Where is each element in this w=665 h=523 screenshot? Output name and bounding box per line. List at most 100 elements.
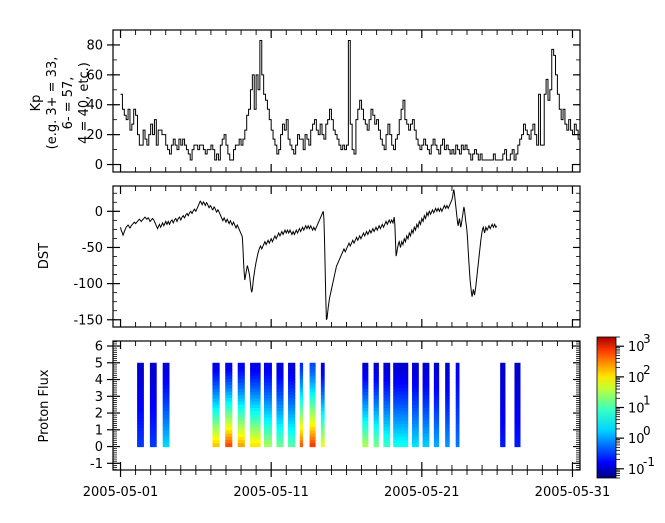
proton-flux-cell — [237, 411, 245, 415]
proton-flux-cell — [263, 443, 272, 448]
proton-flux-cell — [500, 385, 506, 390]
proton-flux-cell — [276, 436, 284, 441]
proton-flux-cell — [373, 366, 379, 370]
proton-flux-cell — [412, 385, 419, 390]
proton-flux-cell — [433, 430, 440, 435]
proton-flux-cell — [299, 369, 304, 374]
proton-flux-cell — [212, 378, 220, 383]
proton-flux-cell — [422, 433, 430, 438]
proton-flux-cell — [250, 427, 261, 432]
proton-flux-cell — [237, 436, 245, 441]
proton-flux-cell — [373, 411, 379, 415]
proton-flux-bar — [412, 362, 419, 448]
proton-flux-cell — [263, 430, 272, 435]
proton-flux-cell — [212, 430, 220, 435]
proton-flux-cell — [445, 391, 450, 396]
proton-flux-cell — [412, 411, 419, 415]
proton-flux-cell — [225, 382, 233, 386]
proton-flux-cell — [237, 388, 245, 393]
proton-flux-cell — [276, 414, 284, 419]
proton-flux-bar — [276, 362, 284, 448]
proton-flux-cell — [373, 430, 379, 435]
proton-flux-cell — [393, 417, 409, 422]
proton-flux-cell — [412, 417, 419, 422]
proton-flux-cell — [500, 430, 506, 435]
proton-flux-cell — [362, 362, 369, 367]
proton-flux-bar — [373, 362, 379, 448]
proton-flux-cell — [149, 375, 157, 380]
proton-flux-cell — [433, 423, 440, 428]
proton-flux-cell — [320, 420, 325, 425]
proton-flux-bar — [299, 362, 304, 448]
proton-flux-cell — [225, 362, 233, 367]
proton-flux-cell — [320, 423, 325, 428]
kp-axis-ticks: 0 20 40 60 80 — [86, 29, 580, 173]
proton-flux-cell — [422, 375, 430, 380]
proton-flux-cell — [433, 362, 440, 367]
proton-flux-cell — [320, 372, 325, 377]
proton-flux-cell — [263, 436, 272, 441]
proton-flux-cell — [263, 401, 272, 406]
proton-flux-cell — [299, 382, 304, 386]
proton-flux-cell — [393, 440, 409, 444]
y-tick-label: 4 — [95, 373, 103, 388]
proton-flux-cell — [162, 382, 170, 386]
proton-flux-cell — [288, 362, 296, 367]
dst-panel-frame — [112, 185, 581, 328]
proton-flux-cell — [137, 411, 144, 415]
proton-flux-cell — [422, 366, 430, 370]
y-tick-label: 20 — [86, 128, 103, 143]
proton-flux-cell — [237, 369, 245, 374]
proton-flux-cell — [276, 378, 284, 383]
proton-flux-cell — [276, 375, 284, 380]
proton-flux-cell — [362, 378, 369, 383]
proton-flux-cell — [237, 391, 245, 396]
proton-flux-cell — [445, 423, 450, 428]
proton-flux-cell — [137, 443, 144, 448]
proton-flux-cell — [299, 420, 304, 425]
proton-flux-cell — [445, 378, 450, 383]
proton-flux-cell — [225, 391, 233, 396]
proton-flux-cell — [276, 443, 284, 448]
proton-flux-cell — [412, 369, 419, 374]
colorbar-tick-base: 10 — [628, 463, 645, 478]
proton-flux-cell — [225, 423, 233, 428]
y-tick-label: 1 — [95, 423, 103, 438]
proton-flux-cell — [320, 382, 325, 386]
proton-flux-cell — [299, 404, 304, 409]
proton-flux-cell — [212, 423, 220, 428]
kp-ylabel-line-3: 4 = 40, etc.) — [77, 62, 92, 144]
kp-series-line — [120, 39, 580, 161]
proton-flux-cell — [514, 382, 521, 386]
proton-flux-cell — [412, 436, 419, 441]
proton-flux-cell — [383, 401, 391, 406]
proton-flux-cell — [263, 407, 272, 412]
proton-flux-cell — [514, 427, 521, 432]
proton-flux-cell — [288, 398, 296, 403]
proton-flux-cell — [162, 388, 170, 393]
proton-flux-cell — [445, 369, 450, 374]
proton-flux-cell — [383, 362, 391, 367]
proton-flux-cell — [299, 423, 304, 428]
proton-flux-cell — [422, 417, 430, 422]
proton-flux-cell — [393, 385, 409, 390]
proton-flux-cell — [445, 366, 450, 370]
proton-flux-cell — [445, 388, 450, 393]
proton-flux-cell — [412, 391, 419, 396]
proton-flux-cell — [433, 375, 440, 380]
proton-flux-cell — [320, 378, 325, 383]
proton-flux-cell — [237, 414, 245, 419]
proton-flux-cell — [362, 401, 369, 406]
proton-flux-cell — [320, 398, 325, 403]
proton-flux-cell — [212, 414, 220, 419]
proton-flux-cell — [445, 417, 450, 422]
proton-flux-cell — [225, 369, 233, 374]
proton-flux-cell — [309, 391, 316, 396]
proton-flux-cell — [362, 391, 369, 396]
proton-flux-cell — [299, 407, 304, 412]
proton-flux-cell — [455, 388, 460, 393]
proton-flux-cell — [225, 388, 233, 393]
proton-flux-cell — [373, 382, 379, 386]
colorbar-gradient — [597, 337, 616, 478]
